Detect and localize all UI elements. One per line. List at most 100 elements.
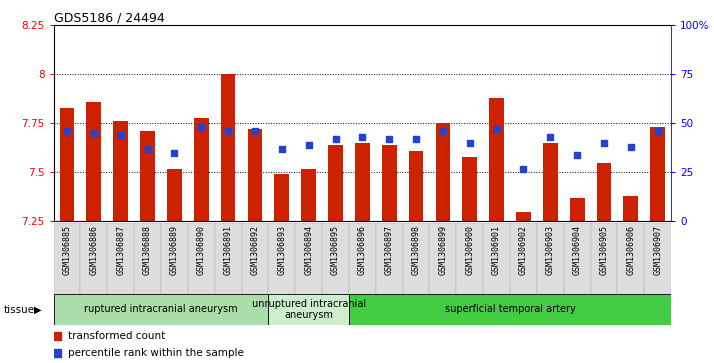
Text: ruptured intracranial aneurysm: ruptured intracranial aneurysm <box>84 305 238 314</box>
Text: GSM1306893: GSM1306893 <box>277 225 286 276</box>
Text: GSM1306889: GSM1306889 <box>170 225 179 276</box>
Bar <box>489 98 504 221</box>
Point <box>545 134 556 140</box>
Bar <box>274 174 289 221</box>
Bar <box>516 212 531 221</box>
Bar <box>188 223 215 296</box>
Point <box>598 140 610 146</box>
Point <box>142 146 154 152</box>
Point <box>267 287 278 293</box>
Point <box>169 150 180 156</box>
Bar <box>456 223 483 296</box>
Bar <box>483 223 510 296</box>
Point <box>115 132 126 138</box>
Text: superficial temporal artery: superficial temporal artery <box>445 305 575 314</box>
Text: transformed count: transformed count <box>69 331 166 341</box>
Bar <box>107 223 134 296</box>
Point <box>464 140 476 146</box>
Bar <box>349 294 671 325</box>
Point <box>303 142 314 148</box>
Text: unruptured intracranial
aneurysm: unruptured intracranial aneurysm <box>251 299 366 320</box>
Bar <box>430 223 456 296</box>
Bar <box>463 157 477 221</box>
Bar <box>140 131 155 221</box>
Bar <box>510 223 537 296</box>
Bar <box>355 143 370 221</box>
Bar <box>349 223 376 296</box>
Bar <box>623 196 638 221</box>
Text: ▶: ▶ <box>34 305 42 315</box>
Bar <box>221 74 236 221</box>
Point <box>652 129 663 134</box>
Text: GSM1306891: GSM1306891 <box>223 225 233 276</box>
Bar <box>59 108 74 221</box>
Bar <box>543 143 558 221</box>
Text: GSM1306904: GSM1306904 <box>573 225 582 276</box>
Text: GSM1306906: GSM1306906 <box>626 225 635 276</box>
Point <box>249 129 261 134</box>
Text: percentile rank within the sample: percentile rank within the sample <box>69 348 244 359</box>
Bar <box>248 129 262 221</box>
Text: tissue: tissue <box>4 305 35 315</box>
Point <box>196 125 207 130</box>
Bar <box>650 127 665 221</box>
Bar <box>114 122 128 221</box>
Bar <box>570 198 585 221</box>
Point <box>88 130 99 136</box>
Text: GSM1306888: GSM1306888 <box>143 225 152 276</box>
Point <box>491 126 503 132</box>
Bar <box>436 123 451 221</box>
Bar <box>322 223 349 296</box>
Bar <box>268 294 349 325</box>
Bar <box>134 223 161 296</box>
Bar <box>537 223 564 296</box>
Bar <box>161 223 188 296</box>
Text: GSM1306898: GSM1306898 <box>411 225 421 276</box>
Bar <box>268 223 295 296</box>
Bar <box>86 102 101 221</box>
Text: GSM1306894: GSM1306894 <box>304 225 313 276</box>
Bar <box>241 223 268 296</box>
Text: GSM1306901: GSM1306901 <box>492 225 501 276</box>
Point <box>222 129 233 134</box>
Bar <box>215 223 241 296</box>
Text: GSM1306905: GSM1306905 <box>600 225 608 276</box>
Text: GSM1306902: GSM1306902 <box>519 225 528 276</box>
Bar <box>54 294 268 325</box>
Point <box>276 146 288 152</box>
Text: GSM1306887: GSM1306887 <box>116 225 125 276</box>
Text: GDS5186 / 24494: GDS5186 / 24494 <box>54 11 164 24</box>
Text: GSM1306885: GSM1306885 <box>63 225 71 276</box>
Bar <box>590 223 618 296</box>
Bar <box>81 223 107 296</box>
Text: GSM1306899: GSM1306899 <box>438 225 448 276</box>
Bar <box>295 223 322 296</box>
Point <box>357 134 368 140</box>
Bar <box>597 163 611 221</box>
Bar <box>376 223 403 296</box>
Text: GSM1306892: GSM1306892 <box>251 225 259 276</box>
Bar <box>408 151 423 221</box>
Point <box>437 129 448 134</box>
Bar <box>644 223 671 296</box>
Text: GSM1306900: GSM1306900 <box>466 225 474 276</box>
Bar <box>167 168 182 221</box>
Text: GSM1306890: GSM1306890 <box>197 225 206 276</box>
Bar <box>328 145 343 221</box>
Point <box>61 129 73 134</box>
Text: GSM1306897: GSM1306897 <box>385 225 393 276</box>
Point <box>518 166 529 171</box>
Bar <box>403 223 430 296</box>
Point <box>571 152 583 158</box>
Point <box>625 144 637 150</box>
Bar <box>564 223 590 296</box>
Bar <box>54 223 81 296</box>
Bar <box>301 168 316 221</box>
Text: GSM1306907: GSM1306907 <box>653 225 662 276</box>
Point <box>411 136 422 142</box>
Text: GSM1306903: GSM1306903 <box>545 225 555 276</box>
Point <box>267 126 278 132</box>
Bar <box>618 223 644 296</box>
Bar <box>194 118 208 221</box>
Text: GSM1306895: GSM1306895 <box>331 225 340 276</box>
